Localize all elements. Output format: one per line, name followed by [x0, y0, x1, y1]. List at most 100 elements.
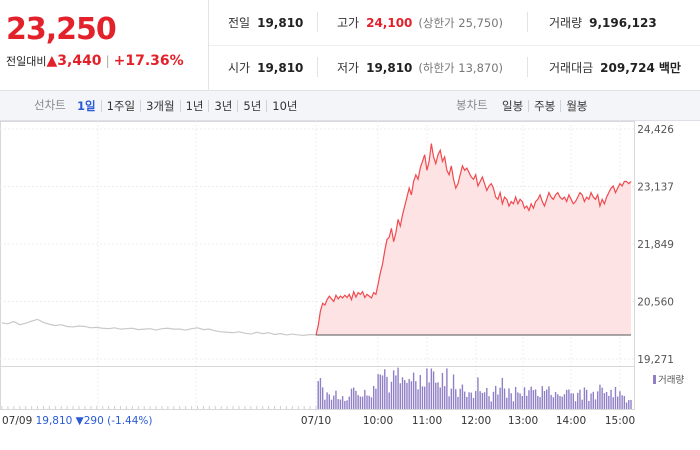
prev-day-line: [1, 318, 317, 337]
prev-volume-bar: [167, 406, 169, 409]
stats-divider: [527, 57, 528, 77]
volume-bar: [603, 393, 606, 409]
prev-volume-bar: [297, 406, 299, 409]
volume-bar: [497, 394, 499, 409]
volume-bar: [437, 382, 439, 409]
prev-volume-bar: [37, 406, 39, 409]
today-line: [315, 143, 632, 336]
stat-low: 저가 19,810 (하한가 13,870): [337, 45, 503, 90]
period-tab[interactable]: 5년: [237, 99, 266, 112]
volume-bar: [317, 381, 319, 409]
volume-bar: [399, 383, 401, 409]
prev-volume-bar: [60, 406, 62, 409]
period-tab[interactable]: 1년: [179, 99, 209, 112]
up-arrow-icon: ▲: [46, 53, 58, 69]
volume-bar: [432, 371, 435, 409]
candle-tab[interactable]: 주봉: [528, 99, 560, 112]
stat-value: 209,724: [600, 60, 655, 75]
prev-volume-bar: [108, 406, 110, 409]
volume-bar: [326, 392, 328, 409]
prev-volume-bar: [125, 406, 127, 409]
volume-bar: [490, 401, 492, 409]
volume-bar: [628, 400, 630, 409]
prev-volume-bar: [291, 406, 293, 409]
volume-bar: [461, 384, 464, 409]
volume-bar: [401, 377, 404, 409]
prev-volume-bar: [309, 406, 311, 409]
volume-bar: [370, 397, 373, 409]
volume-bar: [455, 389, 457, 409]
prev-volume-bar: [13, 406, 15, 409]
volume-bar: [583, 387, 586, 409]
volume-bar: [408, 378, 410, 409]
change-separator: |: [105, 54, 110, 68]
prev-volume-bar: [208, 406, 210, 409]
prev-day-label: 07/09: [2, 415, 32, 427]
prev-volume-bar: [143, 406, 145, 409]
volume-bar: [590, 393, 592, 409]
prev-volume-bar: [48, 406, 50, 409]
volume-bar: [375, 388, 377, 409]
period-tab[interactable]: 1주일: [100, 99, 140, 112]
stat-value: 9,196,123: [589, 15, 657, 30]
volume-bar: [621, 395, 623, 409]
volume-bar: [470, 392, 472, 409]
candle-tab[interactable]: 월봉: [560, 99, 592, 112]
stat-label: 고가: [337, 16, 360, 30]
volume-bar: [452, 374, 455, 409]
volume-bar: [570, 393, 572, 409]
period-tab[interactable]: 1일: [77, 98, 96, 113]
volume-bar: [404, 380, 406, 409]
prev-volume-bar: [1, 406, 3, 409]
volume-bar: [541, 386, 543, 409]
volume-bar: [537, 395, 539, 409]
price-chart: 24,426 23,137 21,849 20,560 19,271 거래량 07/10 10…: [0, 121, 684, 427]
volume-bar: [386, 376, 388, 409]
x-tick-label: 15:00: [605, 415, 635, 427]
volume-bar: [499, 387, 501, 409]
period-tab[interactable]: 10년: [266, 99, 302, 112]
volume-bar: [475, 391, 477, 409]
volume-bar: [359, 396, 362, 409]
prev-day-change-percent: (-1.44%): [104, 415, 153, 427]
volume-bar: [554, 391, 557, 409]
prev-volume-bar: [155, 406, 157, 409]
volume-bar: [335, 390, 337, 409]
prev-volume-bar: [42, 406, 44, 409]
prev-volume-bar: [262, 406, 264, 409]
volume-bar: [333, 395, 335, 409]
volume-bar: [521, 395, 524, 409]
volume-bar: [423, 386, 426, 409]
volume-bar: [550, 394, 552, 409]
volume-bar: [526, 395, 528, 409]
volume-bar: [492, 391, 495, 409]
volume-bar: [592, 391, 594, 409]
x-tick-label: 13:00: [508, 415, 538, 427]
volume-bar: [559, 396, 561, 409]
prev-volume-bar: [173, 406, 175, 409]
volume-bar: [614, 386, 617, 409]
volume-bar: [557, 394, 559, 409]
x-tick-label: 11:00: [412, 415, 442, 427]
volume-bar: [412, 372, 415, 409]
today-area: [316, 143, 631, 335]
candle-chart-label: 봉차트: [456, 98, 488, 112]
volume-bar: [344, 400, 346, 409]
prev-volume-bar: [250, 406, 252, 409]
volume-bar: [563, 394, 566, 409]
volume-bar: [508, 388, 510, 409]
stats-divider: [317, 57, 318, 77]
y-tick-label: 20,560: [637, 296, 674, 308]
volume-bar: [528, 390, 530, 409]
stat-sub: (하한가 13,870): [418, 60, 504, 75]
volume-bar: [450, 388, 453, 409]
volume-bar: [457, 396, 459, 409]
volume-bar: [481, 392, 484, 409]
volume-bar: [543, 390, 546, 409]
candle-tab[interactable]: 일봉: [502, 98, 524, 113]
period-tab[interactable]: 3년: [208, 99, 237, 112]
period-tab[interactable]: 3개월: [140, 99, 179, 112]
volume-bar: [348, 396, 350, 409]
volume-bar: [417, 389, 419, 409]
prev-volume-bar: [238, 406, 240, 409]
